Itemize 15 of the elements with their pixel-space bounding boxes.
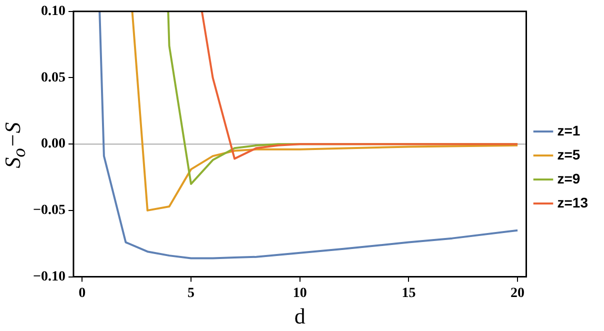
x-tick-label: 10	[292, 286, 307, 301]
legend-label: z=5	[557, 146, 580, 162]
x-tick-label: 20	[510, 286, 525, 301]
x-axis-title: d	[294, 304, 306, 329]
x-tick-label: 0	[78, 286, 86, 301]
y-tick-label: −0.10	[32, 269, 66, 284]
y-tick-label: 0.05	[40, 70, 66, 86]
legend-label: z=9	[557, 170, 580, 186]
y-tick-label: 0.00	[40, 136, 66, 152]
x-tick-label: 5	[188, 286, 195, 301]
x-tick-label: 15	[402, 286, 416, 301]
legend-label: z=1	[557, 122, 580, 138]
y-tick-label: −0.05	[32, 203, 66, 218]
y-tick-label: 0.10	[40, 4, 66, 20]
legend-label: z=13	[557, 194, 588, 210]
